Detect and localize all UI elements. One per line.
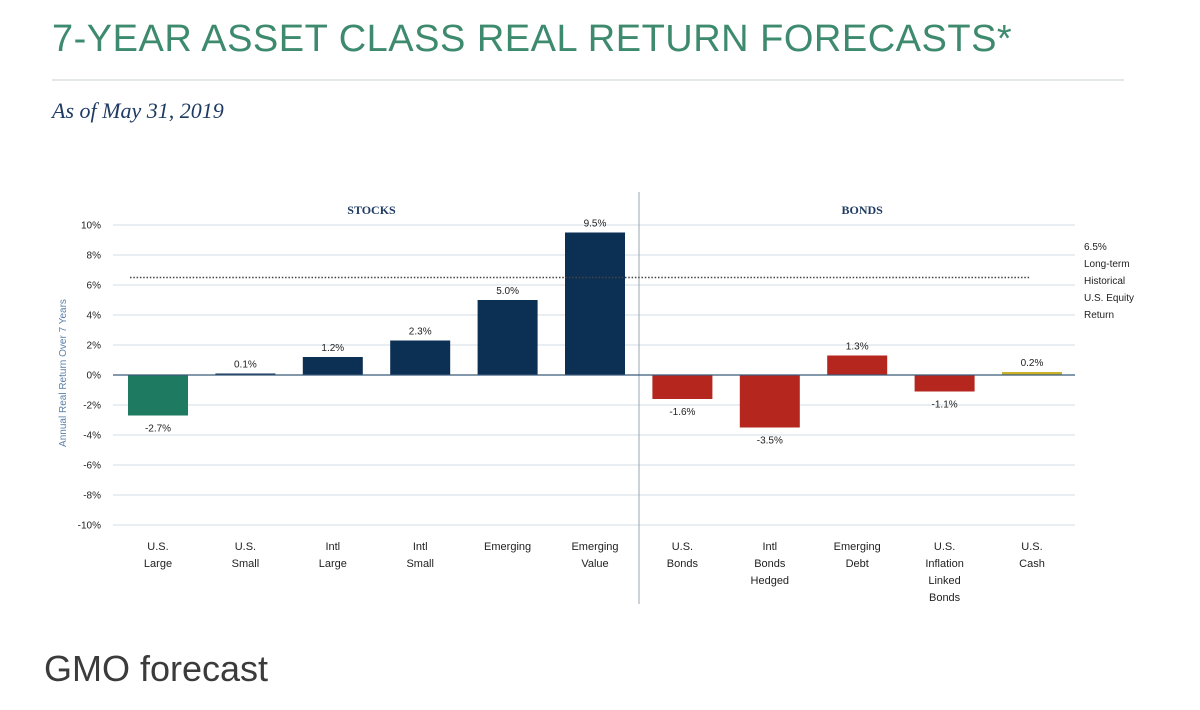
reference-line-label: Return bbox=[1084, 310, 1114, 321]
category-label: Large bbox=[319, 558, 347, 570]
reference-line-label: Historical bbox=[1084, 276, 1125, 287]
category-label: Bonds bbox=[754, 558, 786, 570]
bar-chart: -10% -8% -6% -4% -2% 0% 2% 4% 6% 8% 10% Annual Real… bbox=[58, 192, 1134, 604]
reference-line-label: 6.5% bbox=[1084, 242, 1107, 253]
bar bbox=[652, 375, 713, 399]
bar bbox=[1002, 372, 1062, 375]
data-label: -2.7% bbox=[145, 424, 171, 435]
group-header: BONDS bbox=[842, 203, 884, 217]
category-label: Large bbox=[144, 558, 172, 570]
bar bbox=[128, 375, 188, 416]
category-label: Linked bbox=[928, 575, 960, 587]
data-label: 0.1% bbox=[234, 360, 257, 371]
y-tick-label: 8% bbox=[87, 251, 102, 262]
y-tick-label: 10% bbox=[81, 221, 101, 232]
data-label: 0.2% bbox=[1021, 358, 1044, 369]
group-header: STOCKS bbox=[347, 203, 396, 217]
category-label: Small bbox=[232, 558, 260, 570]
category-label: Emerging bbox=[484, 541, 531, 553]
as-of-date: As of May 31, 2019 bbox=[52, 98, 224, 123]
data-label: -1.1% bbox=[932, 400, 958, 411]
bar bbox=[302, 357, 363, 375]
category-label: U.S. bbox=[934, 541, 955, 553]
y-tick-label: 2% bbox=[87, 341, 102, 352]
category-label: Value bbox=[581, 558, 608, 570]
category-label: Intl bbox=[413, 541, 428, 553]
category-label: U.S. bbox=[235, 541, 256, 553]
category-label: Debt bbox=[846, 558, 869, 570]
y-tick-label: 0% bbox=[87, 371, 102, 382]
bar bbox=[914, 375, 975, 392]
caption: GMO forecast bbox=[44, 648, 269, 689]
data-label: -1.6% bbox=[669, 407, 695, 418]
reference-line-label: U.S. Equity bbox=[1084, 293, 1134, 304]
y-tick-label: -2% bbox=[83, 401, 101, 412]
category-label: Intl bbox=[325, 541, 340, 553]
category-label: U.S. bbox=[672, 541, 693, 553]
data-label: 9.5% bbox=[584, 219, 607, 230]
category-label: Emerging bbox=[571, 541, 618, 553]
category-label: Hedged bbox=[751, 575, 790, 587]
bar bbox=[477, 300, 538, 375]
data-label: 5.0% bbox=[496, 286, 519, 297]
reference-line-label: Long-term bbox=[1084, 259, 1130, 270]
bar bbox=[565, 232, 625, 375]
category-label: Small bbox=[406, 558, 434, 570]
category-label: Bonds bbox=[667, 558, 699, 570]
category-label: Bonds bbox=[929, 592, 961, 604]
category-label: U.S. bbox=[1021, 541, 1042, 553]
page-title: 7-YEAR ASSET CLASS REAL RETURN FORECASTS… bbox=[52, 18, 1013, 60]
title-divider bbox=[52, 79, 1124, 81]
bar bbox=[390, 340, 451, 375]
data-label: 1.3% bbox=[846, 342, 869, 353]
category-label: Intl bbox=[762, 541, 777, 553]
data-label: -3.5% bbox=[757, 436, 783, 447]
bar bbox=[827, 355, 888, 375]
y-tick-label: -4% bbox=[83, 431, 101, 442]
y-tick-label: 6% bbox=[87, 281, 102, 292]
category-label: Cash bbox=[1019, 558, 1045, 570]
data-label: 2.3% bbox=[409, 327, 432, 338]
y-axis-title: Annual Real Return Over 7 Years bbox=[58, 299, 69, 447]
data-label: 1.2% bbox=[321, 343, 344, 354]
bar bbox=[739, 375, 800, 428]
category-label: Inflation bbox=[925, 558, 964, 570]
y-tick-label: -10% bbox=[78, 521, 101, 532]
category-label: U.S. bbox=[147, 541, 168, 553]
category-label: Emerging bbox=[834, 541, 881, 553]
y-tick-label: 4% bbox=[87, 311, 102, 322]
y-tick-label: -8% bbox=[83, 491, 101, 502]
y-tick-label: -6% bbox=[83, 461, 101, 472]
